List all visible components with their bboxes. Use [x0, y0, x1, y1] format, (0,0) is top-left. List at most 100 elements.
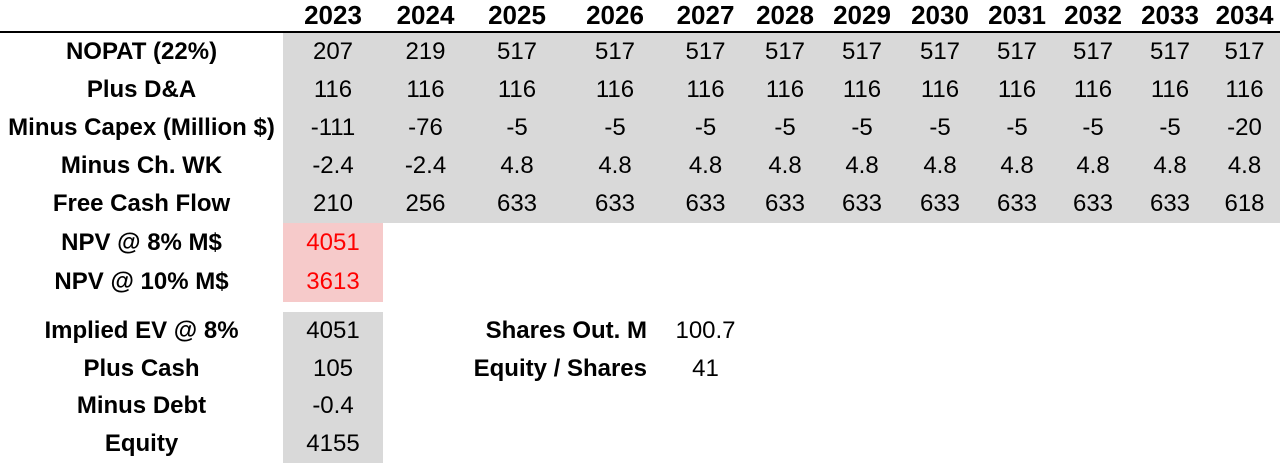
value-cell[interactable]: 633 [1055, 185, 1131, 223]
value-cell[interactable]: 116 [468, 71, 566, 109]
corner-cell[interactable] [0, 0, 283, 31]
value-cell[interactable]: 4.8 [901, 147, 979, 185]
value-cell[interactable]: 4.8 [1209, 147, 1280, 185]
year-header-row: 2023 2024 2025 2026 2027 2028 2029 2030 … [0, 0, 1280, 33]
table-row-nopat: NOPAT (22%) 207 219 517 517 517 517 517 … [0, 33, 1280, 71]
row-label[interactable]: Equity [104, 430, 179, 458]
value-cell[interactable]: 633 [664, 185, 747, 223]
value-cell[interactable]: -2.4 [383, 147, 468, 185]
year-header-cell[interactable]: 2032 [1064, 0, 1122, 30]
value-cell[interactable]: 116 [1131, 71, 1209, 109]
side-stat-label[interactable]: Equity / Shares [473, 354, 647, 382]
value-cell[interactable]: 633 [823, 185, 901, 223]
value-cell[interactable]: 633 [747, 185, 823, 223]
value-cell[interactable]: 618 [1209, 185, 1280, 223]
row-label[interactable]: Plus D&A [86, 76, 197, 103]
table-row-implied-ev: Implied EV @ 8% 4051 Shares Out. M 100.7 [0, 312, 1280, 350]
value-cell[interactable]: 517 [979, 33, 1055, 71]
value-cell[interactable]: 116 [901, 71, 979, 109]
year-header-cell[interactable]: 2027 [676, 0, 735, 30]
value-cell[interactable]: 116 [979, 71, 1055, 109]
row-label[interactable]: Plus Cash [83, 354, 200, 382]
value-cell[interactable]: -2.4 [283, 147, 383, 185]
value-cell[interactable]: 4.8 [1055, 147, 1131, 185]
value-cell[interactable]: 116 [747, 71, 823, 109]
value-cell[interactable]: 517 [747, 33, 823, 71]
value-cell[interactable]: 116 [283, 71, 383, 109]
side-stat-value[interactable]: 100.7 [675, 316, 736, 344]
year-header-cell[interactable]: 2030 [911, 0, 969, 30]
row-label[interactable]: Minus Ch. WK [60, 152, 223, 179]
value-cell[interactable]: -5 [979, 109, 1055, 147]
side-stat-value[interactable]: 41 [692, 354, 719, 382]
value-cell[interactable]: -76 [383, 109, 468, 147]
value-cell[interactable]: 116 [1055, 71, 1131, 109]
value-cell[interactable]: 517 [664, 33, 747, 71]
value-cell[interactable]: 116 [566, 71, 664, 109]
value-cell[interactable]: -111 [283, 109, 383, 147]
value-cell[interactable]: 633 [901, 185, 979, 223]
value-cell[interactable]: 116 [1209, 71, 1280, 109]
year-header-cell[interactable]: 2024 [396, 0, 455, 30]
value-cell[interactable]: 517 [901, 33, 979, 71]
table-row-npv8: NPV @ 8% M$ 4051 [0, 223, 1280, 262]
value-cell[interactable]: 517 [823, 33, 901, 71]
table-row-plus-cash: Plus Cash 105 Equity / Shares 41 [0, 349, 1280, 388]
value-cell[interactable]: -5 [664, 109, 747, 147]
side-stat-label[interactable]: Shares Out. M [485, 316, 647, 344]
value-cell[interactable]: 256 [383, 185, 468, 223]
row-label[interactable]: Free Cash Flow [52, 190, 231, 217]
value-cell[interactable]: 633 [566, 185, 664, 223]
row-label[interactable]: NOPAT (22%) [65, 38, 218, 65]
npv-value-cell[interactable]: 4051 [283, 223, 383, 262]
year-header-cell[interactable]: 2028 [756, 0, 814, 30]
value-cell[interactable]: 517 [566, 33, 664, 71]
value-cell[interactable]: 105 [283, 349, 383, 388]
value-cell[interactable]: 4.8 [823, 147, 901, 185]
year-header-cell[interactable]: 2023 [304, 0, 362, 30]
value-cell[interactable]: -0.4 [283, 387, 383, 426]
row-label[interactable]: NPV @ 8% M$ [61, 228, 222, 256]
value-cell[interactable]: 116 [823, 71, 901, 109]
row-label[interactable]: Minus Capex (Million $) [8, 114, 275, 141]
value-cell[interactable]: 4155 [283, 425, 383, 463]
value-cell[interactable]: -5 [747, 109, 823, 147]
value-cell[interactable]: 517 [1131, 33, 1209, 71]
value-cell[interactable]: 4.8 [566, 147, 664, 185]
value-cell[interactable]: 517 [1055, 33, 1131, 71]
value-cell[interactable]: 633 [979, 185, 1055, 223]
value-cell[interactable]: 4051 [283, 312, 383, 350]
value-cell[interactable]: 4.8 [1131, 147, 1209, 185]
year-header-cell[interactable]: 2025 [488, 0, 546, 30]
value-cell[interactable]: 517 [1209, 33, 1280, 71]
year-header-cell[interactable]: 2031 [988, 0, 1046, 30]
value-cell[interactable]: 4.8 [747, 147, 823, 185]
value-cell[interactable]: -5 [566, 109, 664, 147]
value-cell[interactable]: -5 [1131, 109, 1209, 147]
year-header-cell[interactable]: 2029 [833, 0, 891, 30]
value-cell[interactable]: 633 [468, 185, 566, 223]
value-cell[interactable]: 4.8 [664, 147, 747, 185]
value-cell[interactable]: -20 [1209, 109, 1280, 147]
value-cell[interactable]: 219 [383, 33, 468, 71]
value-cell[interactable]: -5 [468, 109, 566, 147]
value-cell[interactable]: -5 [901, 109, 979, 147]
value-cell[interactable]: 4.8 [468, 147, 566, 185]
value-cell[interactable]: -5 [823, 109, 901, 147]
row-label[interactable]: Implied EV @ 8% [44, 316, 239, 344]
value-cell[interactable]: 116 [383, 71, 468, 109]
npv-value-cell[interactable]: 3613 [283, 262, 383, 302]
value-cell[interactable]: 116 [664, 71, 747, 109]
row-label[interactable]: Minus Debt [76, 392, 207, 420]
table-row-minus-debt: Minus Debt -0.4 [0, 387, 1280, 426]
value-cell[interactable]: 517 [468, 33, 566, 71]
year-header-cell[interactable]: 2033 [1141, 0, 1199, 30]
value-cell[interactable]: 207 [283, 33, 383, 71]
value-cell[interactable]: 633 [1131, 185, 1209, 223]
year-header-cell[interactable]: 2026 [586, 0, 644, 30]
year-header-cell[interactable]: 2034 [1215, 0, 1274, 30]
value-cell[interactable]: 210 [283, 185, 383, 223]
value-cell[interactable]: -5 [1055, 109, 1131, 147]
value-cell[interactable]: 4.8 [979, 147, 1055, 185]
row-label[interactable]: NPV @ 10% M$ [54, 268, 229, 295]
